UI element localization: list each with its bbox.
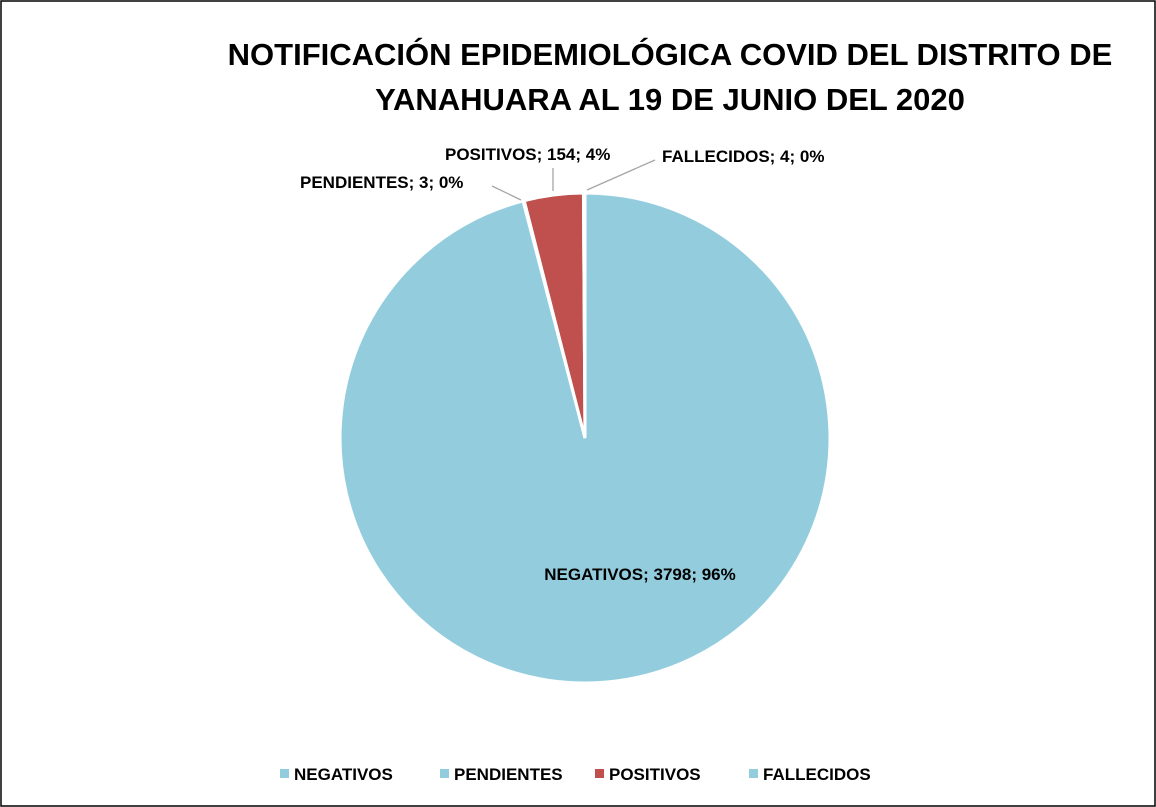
data-label: POSITIVOS; 154; 4% [445, 145, 611, 164]
chart-title: NOTIFICACIÓN EPIDEMIOLÓGICA COVID DEL DI… [227, 37, 1113, 117]
legend-swatch [440, 769, 449, 778]
data-label: FALLECIDOS; 4; 0% [662, 147, 825, 166]
legend-swatch [595, 769, 604, 778]
legend-label: POSITIVOS [609, 765, 701, 784]
legend-label: FALLECIDOS [763, 765, 871, 784]
leader-line [491, 185, 522, 201]
legend-label: NEGATIVOS [294, 765, 393, 784]
legend-swatch [749, 769, 758, 778]
legend-swatch [280, 769, 289, 778]
leader-line [586, 159, 656, 191]
data-label: PENDIENTES; 3; 0% [300, 173, 464, 192]
legend-label: PENDIENTES [454, 765, 563, 784]
pie-slice [581, 191, 587, 439]
data-label: NEGATIVOS; 3798; 96% [544, 565, 736, 584]
